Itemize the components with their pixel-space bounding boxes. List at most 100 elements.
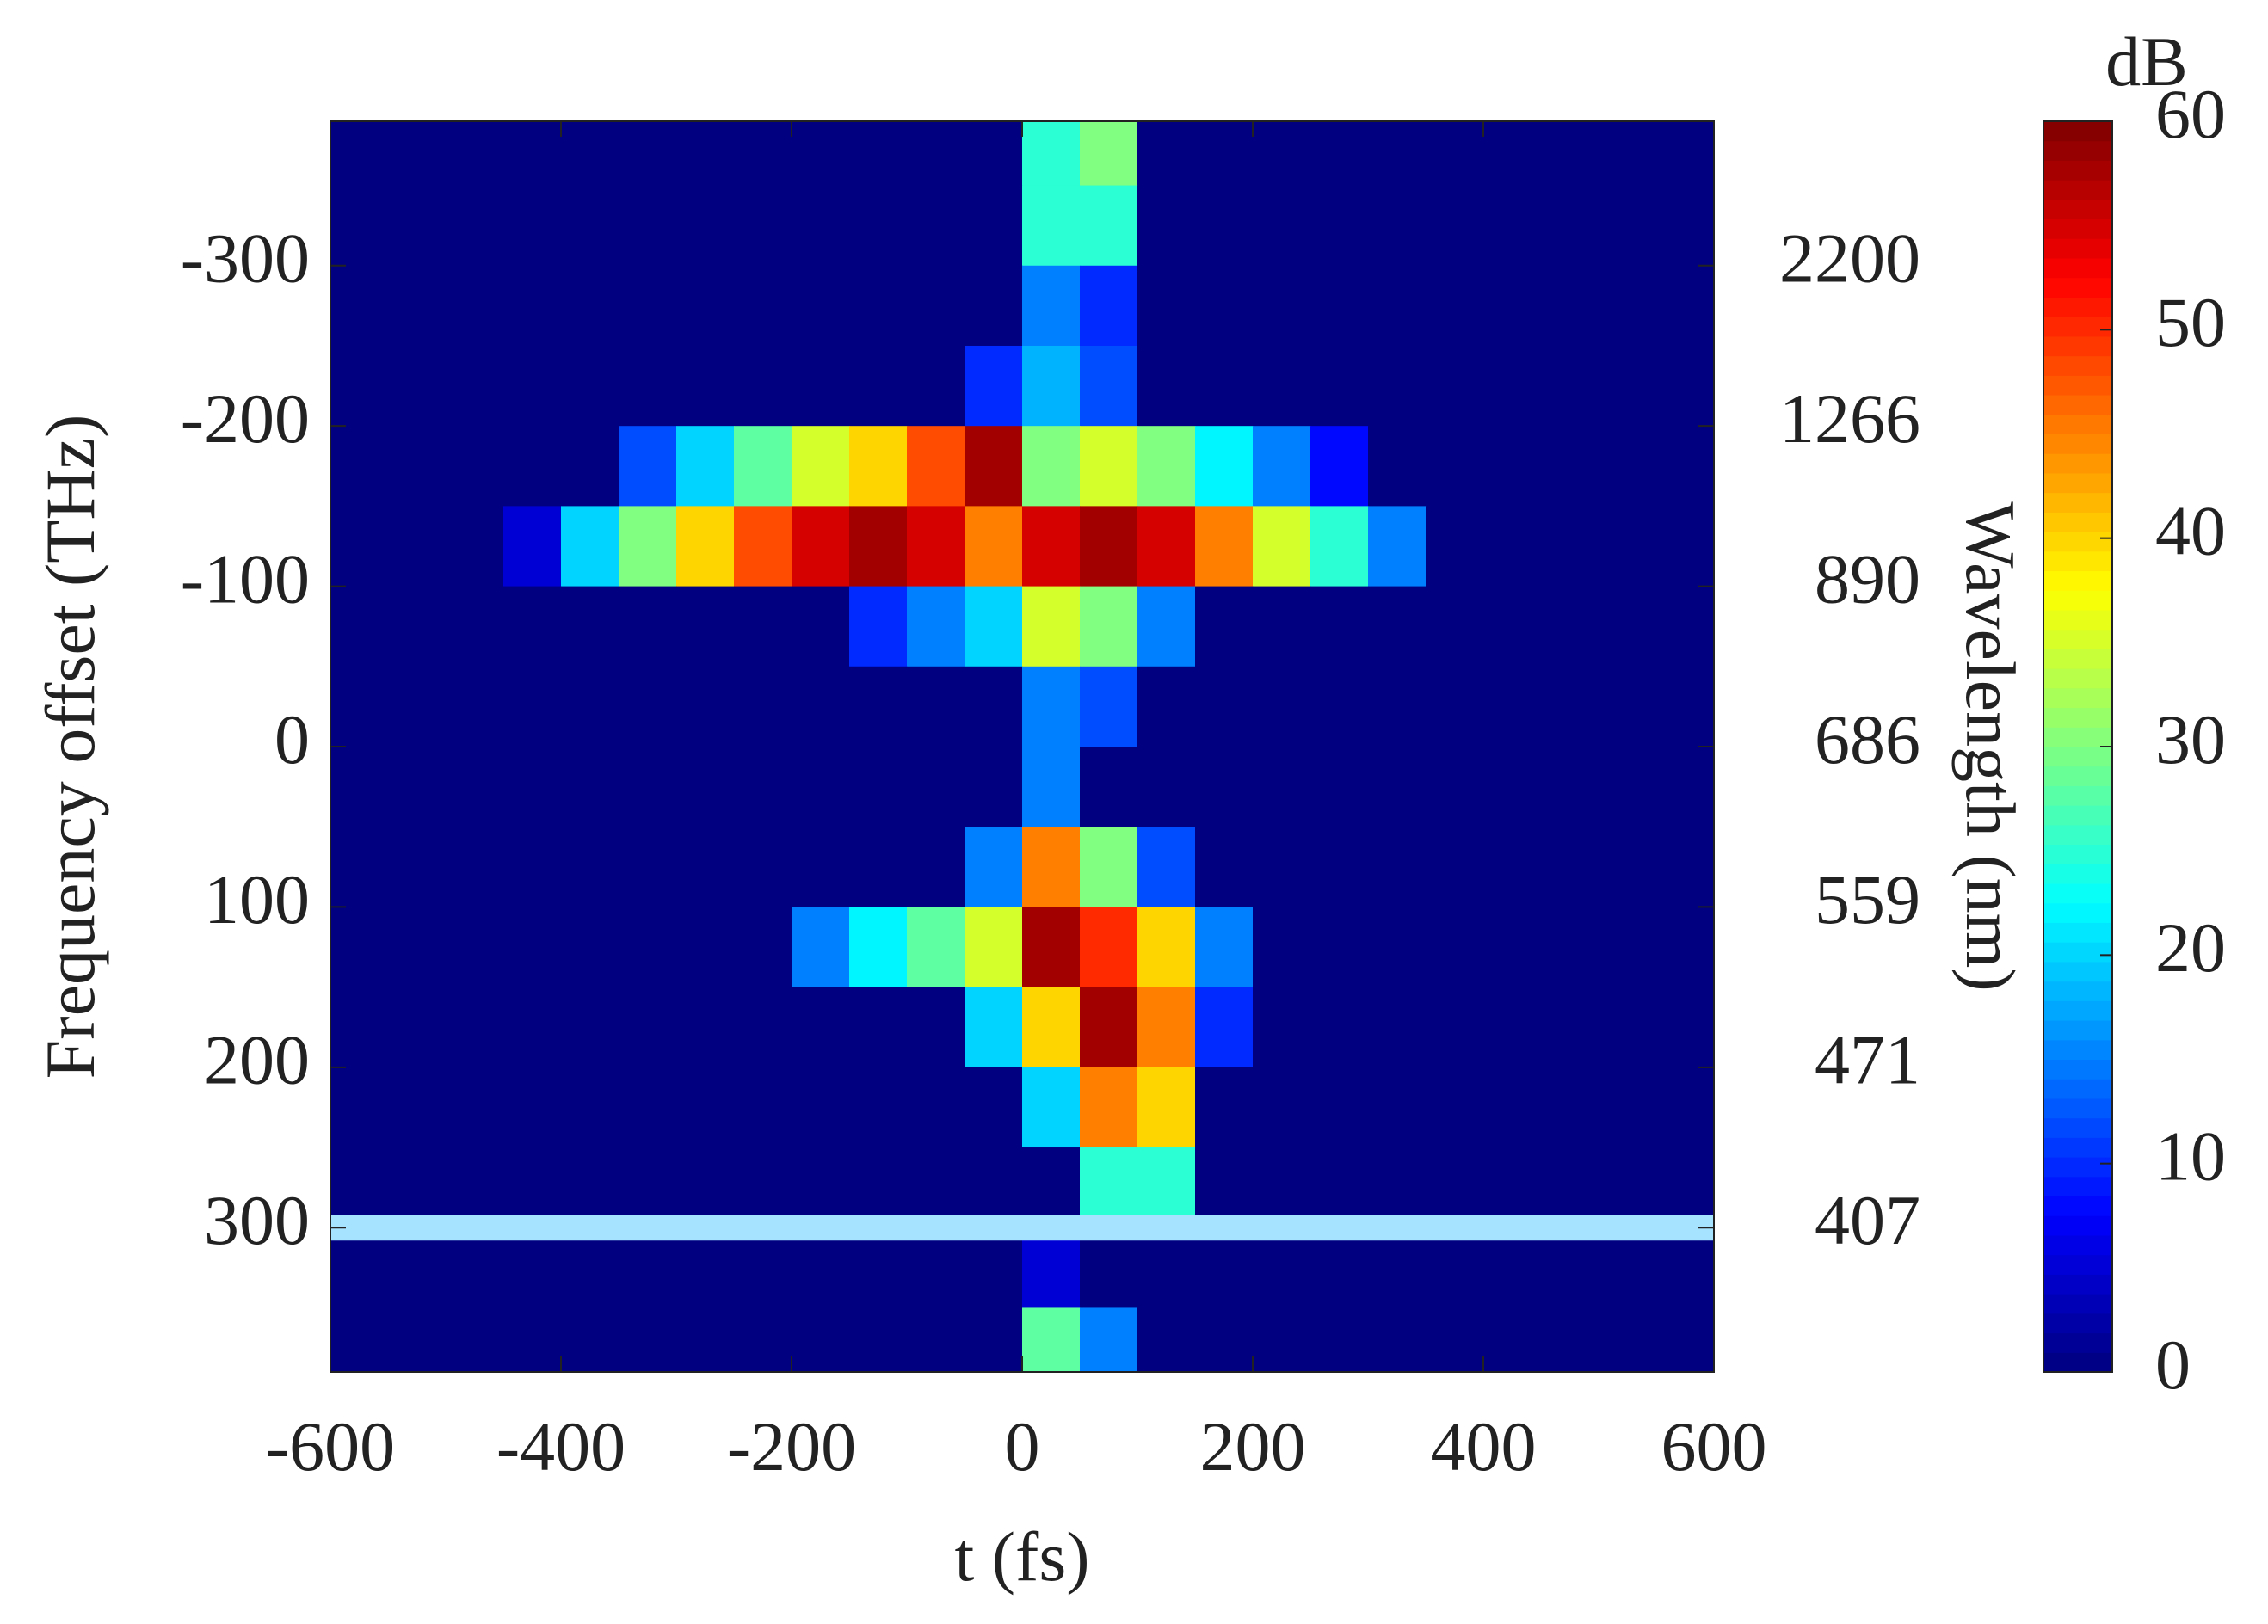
heatmap-cell — [503, 666, 562, 747]
colorbar-step — [2043, 883, 2112, 904]
heatmap-cell — [1195, 185, 1254, 267]
heatmap-cell — [1253, 426, 1311, 507]
heatmap-cell — [330, 345, 389, 427]
heatmap-cell — [676, 666, 735, 747]
colorbar-step — [2043, 140, 2112, 161]
heatmap-cell — [1368, 747, 1427, 827]
y-tick-label: 0 — [274, 700, 310, 778]
heatmap-cell — [1483, 987, 1542, 1068]
heatmap-cell — [1656, 185, 1714, 267]
heatmap-cell — [330, 1147, 389, 1228]
heatmap-cell — [965, 185, 1023, 267]
heatmap-cell — [1426, 426, 1484, 507]
heatmap-cell — [1483, 666, 1542, 747]
x-tick-label: 200 — [1200, 1407, 1306, 1486]
heatmap-cell — [619, 987, 677, 1068]
colorbar-tick-label: 60 — [2155, 75, 2226, 153]
heatmap-cell — [1599, 1147, 1657, 1228]
heatmap-cell — [734, 265, 792, 347]
heatmap-cell — [619, 1307, 677, 1372]
x-tick-label: -600 — [266, 1407, 395, 1486]
heatmap-cell — [1483, 907, 1542, 988]
heatmap-cell — [676, 185, 735, 267]
heatmap-cell — [503, 1147, 562, 1228]
heatmap-cell — [388, 747, 447, 827]
heatmap-cell — [1483, 747, 1542, 827]
heatmap-cell — [1022, 1147, 1081, 1228]
heatmap-cell — [1310, 1147, 1369, 1228]
heatmap-cell — [965, 426, 1023, 507]
heatmap-cell — [1022, 506, 1081, 587]
heatmap-cell — [1080, 121, 1138, 187]
colorbar-step — [2043, 961, 2112, 982]
heatmap-cell — [446, 345, 504, 427]
heatmap-cell — [849, 506, 908, 587]
colorbar-tick-label: 0 — [2155, 1326, 2191, 1404]
colorbar-step — [2043, 551, 2112, 572]
colorbar-step — [2043, 1000, 2112, 1021]
heatmap-cell — [1483, 121, 1542, 187]
heatmap-cell — [619, 185, 677, 267]
heatmap-cell — [388, 506, 447, 587]
heatmap-cell — [1137, 987, 1196, 1068]
heatmap-cell — [1253, 121, 1311, 187]
heatmap-cell — [1253, 827, 1311, 907]
heatmap-cell — [561, 907, 619, 988]
heatmap-cell — [561, 747, 619, 827]
x-tick-label: -200 — [727, 1407, 856, 1486]
heatmap-cell — [1656, 265, 1714, 347]
heatmap-cell — [1426, 345, 1484, 427]
heatmap-cell — [792, 827, 850, 907]
heatmap-cell — [1022, 1067, 1081, 1148]
heatmap-cell — [1483, 185, 1542, 267]
heatmap-cell — [330, 666, 389, 747]
heatmap-cell — [734, 666, 792, 747]
heatmap-cell — [1483, 1307, 1542, 1372]
heatmap-cell — [1022, 265, 1081, 347]
heatmap-cell — [1195, 506, 1254, 587]
heatmap-cell — [965, 121, 1023, 187]
heatmap-cell — [849, 1067, 908, 1148]
heatmap-cell — [1599, 1067, 1657, 1148]
heatmap-cell — [503, 1307, 562, 1372]
x-tick-label: 400 — [1431, 1407, 1537, 1486]
heatmap-cell — [1310, 586, 1369, 667]
heatmap-cell — [1656, 121, 1714, 187]
heatmap-cell — [849, 185, 908, 267]
heatmap-cell — [734, 1227, 792, 1308]
heatmap-cell — [965, 987, 1023, 1068]
heatmap-cell — [1310, 987, 1369, 1068]
colorbar-step — [2043, 1313, 2112, 1334]
heatmap-cell — [388, 426, 447, 507]
heatmap-cell — [1541, 987, 1599, 1068]
heatmap-cell — [676, 1067, 735, 1148]
colorbar-step — [2043, 1039, 2112, 1060]
heatmap-cell — [1368, 987, 1427, 1068]
colorbar-step — [2043, 1332, 2112, 1353]
heatmap-cell — [619, 265, 677, 347]
colorbar-step — [2043, 1157, 2112, 1178]
heatmap-cell — [792, 1227, 850, 1308]
heatmap — [330, 121, 1714, 1372]
heatmap-cell — [792, 1067, 850, 1148]
heatmap-cell — [1022, 827, 1081, 907]
colorbar-step — [2043, 1352, 2112, 1373]
heatmap-cell — [446, 426, 504, 507]
heatmap-cell — [1195, 1227, 1254, 1308]
heatmap-cell — [734, 506, 792, 587]
heatmap-cell — [1137, 666, 1196, 747]
heatmap-cell — [965, 506, 1023, 587]
heatmap-cell — [446, 506, 504, 587]
colorbar-tick-label: 20 — [2155, 908, 2226, 987]
heatmap-cell — [561, 345, 619, 427]
heatmap-cell — [1483, 1147, 1542, 1228]
colorbar-step — [2043, 649, 2112, 669]
heatmap-cell — [1137, 1307, 1196, 1372]
heatmap-cell — [446, 1227, 504, 1308]
colorbar-step — [2043, 258, 2112, 279]
heatmap-cell — [619, 666, 677, 747]
heatmap-cell — [1253, 345, 1311, 427]
heatmap-cell — [1137, 185, 1196, 267]
heatmap-cell — [561, 506, 619, 587]
heatmap-cell — [1080, 1307, 1138, 1372]
